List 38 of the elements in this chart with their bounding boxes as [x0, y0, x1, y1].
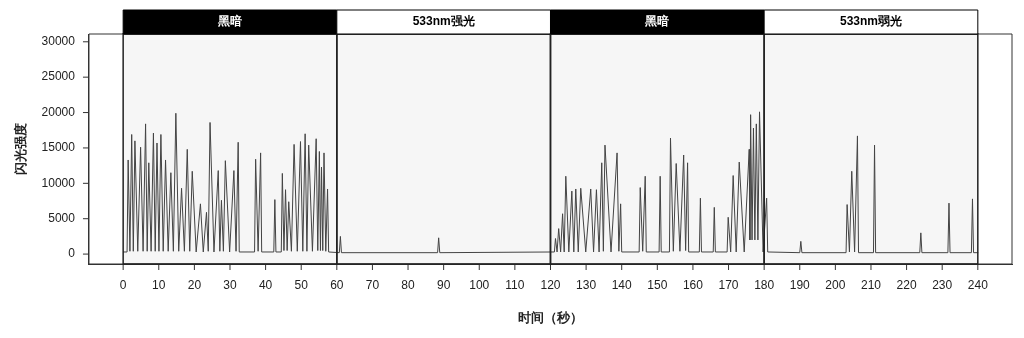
y-axis-title: 闪光强度: [13, 123, 29, 175]
band-label: 黑暗: [216, 14, 242, 29]
x-axis-title: 时间（秒）: [517, 309, 583, 325]
x-tick-label: 210: [860, 277, 882, 292]
x-tick-label: 120: [540, 277, 561, 292]
band-label: 黑暗: [644, 14, 670, 29]
y-tick-label: 15000: [41, 140, 76, 155]
x-tick-label: 110: [505, 277, 525, 292]
x-tick-label: 190: [789, 277, 811, 292]
x-tick-label: 0: [119, 277, 127, 292]
x-tick-label: 230: [932, 277, 953, 292]
x-tick-label: 220: [896, 277, 917, 292]
y-tick-label: 10000: [41, 175, 76, 190]
y-tick-label: 0: [68, 246, 76, 261]
x-tick-label: 40: [258, 277, 273, 292]
band-label: 533nm弱光: [839, 14, 902, 29]
x-tick-label: 150: [647, 277, 668, 292]
y-tick-label: 20000: [41, 104, 76, 119]
x-tick-label: 60: [330, 277, 344, 292]
y-tick-label: 5000: [48, 211, 76, 226]
x-tick-label: 240: [967, 277, 989, 292]
x-tick-label: 50: [294, 277, 309, 292]
x-tick-label: 10: [152, 277, 166, 292]
y-tick-label: 30000: [41, 34, 76, 49]
x-tick-label: 180: [754, 277, 775, 292]
x-tick-label: 200: [825, 277, 846, 292]
x-tick-label: 130: [576, 277, 597, 292]
x-tick-label: 160: [682, 277, 704, 292]
band-label: 533nm强光: [412, 14, 475, 29]
x-tick-label: 90: [436, 277, 451, 292]
y-tick-label: 25000: [41, 69, 76, 84]
x-tick-label: 70: [365, 277, 380, 292]
x-tick-label: 30: [223, 277, 237, 292]
x-tick-label: 140: [611, 277, 633, 292]
x-tick-label: 80: [401, 277, 416, 292]
x-tick-label: 100: [469, 277, 490, 292]
x-tick-label: 170: [718, 277, 739, 292]
x-tick-label: 20: [187, 277, 202, 292]
